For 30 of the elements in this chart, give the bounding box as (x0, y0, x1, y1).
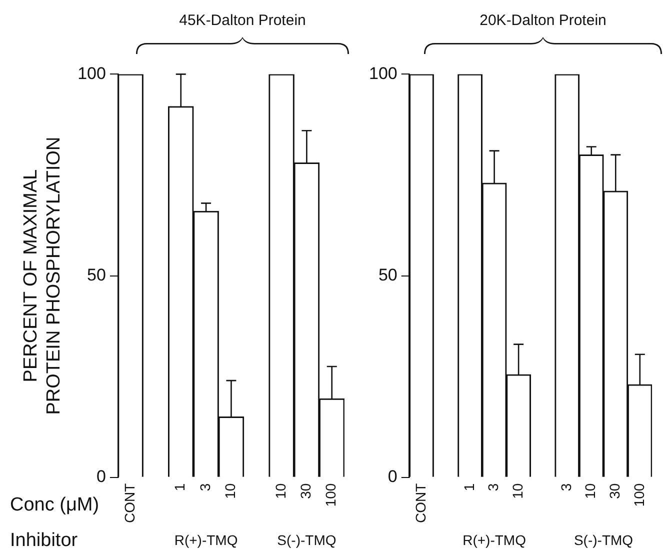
x-tick-label: 1 (172, 483, 188, 492)
y-tick-label: 0 (96, 467, 106, 486)
chart-title: 20K-Dalton Protein (478, 12, 608, 29)
y-tick-label: 50 (87, 265, 106, 284)
x-tick-label: 100 (630, 483, 647, 507)
y-tick-label: 100 (368, 64, 398, 83)
y-tick-label: 50 (378, 265, 398, 284)
text: Inhibitor (10, 530, 78, 552)
text: R(+)-TMQ (462, 532, 526, 548)
x-axis-title: Conc (μM) (10, 494, 100, 516)
text: S(-)-TMQ (574, 532, 634, 548)
x-tick-label: 3 (558, 483, 574, 492)
x-tick-label: 3 (485, 483, 502, 492)
x-tick-label: 10 (509, 483, 526, 499)
x-tick-label: CONT (412, 482, 428, 524)
y-axis-title: PERCENT OF MAXIMAL PROTEIN PHOSPHORYLATION (20, 136, 64, 415)
x-tick-label: 30 (606, 483, 622, 499)
text: S(-)-TMQ (277, 532, 336, 548)
y-tick-label: 100 (78, 64, 106, 83)
x-tick-label: 10 (272, 483, 288, 499)
x-tick-label: 30 (298, 483, 314, 499)
x-tick-label: 10 (582, 483, 598, 499)
x-tick-label: 100 (322, 483, 339, 507)
x-tick-label: 10 (222, 483, 238, 499)
chart-title: 45K-Dalton Protein (178, 12, 307, 29)
y-tick-label: 0 (388, 467, 398, 486)
x-tick-label: 1 (460, 483, 477, 492)
text: R(+)-TMQ (174, 532, 238, 548)
x-tick-label: 3 (196, 483, 213, 492)
x-tick-label: CONT (121, 482, 138, 524)
